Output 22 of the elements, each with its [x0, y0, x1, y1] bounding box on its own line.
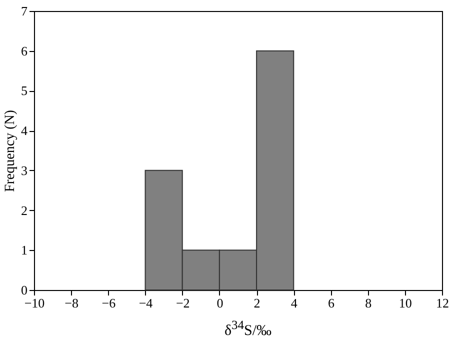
- x-tick-label: −10: [24, 296, 45, 310]
- y-tick-label: 0: [21, 282, 28, 298]
- x-tick-label: 8: [365, 296, 372, 310]
- x-tick-label: −2: [176, 296, 190, 310]
- y-tick-label: 3: [21, 162, 28, 178]
- x-tick-label: 2: [254, 296, 260, 310]
- x-tick-label: −8: [64, 296, 79, 310]
- x-tick-label: 6: [328, 296, 335, 310]
- x-tick-label: −6: [102, 296, 116, 310]
- y-tick-label: 2: [21, 202, 28, 218]
- y-tick-label: 7: [21, 4, 28, 18]
- y-tick-label: 6: [21, 43, 28, 58]
- y-tick-label: 4: [21, 123, 28, 138]
- y-axis-title: Frequency (N): [3, 110, 18, 192]
- y-tick-label: 5: [21, 83, 28, 98]
- y-tick-label: 1: [21, 242, 28, 258]
- x-axis-title: δ$^{34}$S/‰: [223, 318, 273, 340]
- x-tick-label: 10: [398, 296, 412, 310]
- x-tick-label: 0: [216, 296, 224, 310]
- x-tick-label: 12: [436, 296, 449, 310]
- x-tick-label: −4: [138, 296, 154, 310]
- x-tick-label: 4: [290, 296, 298, 310]
